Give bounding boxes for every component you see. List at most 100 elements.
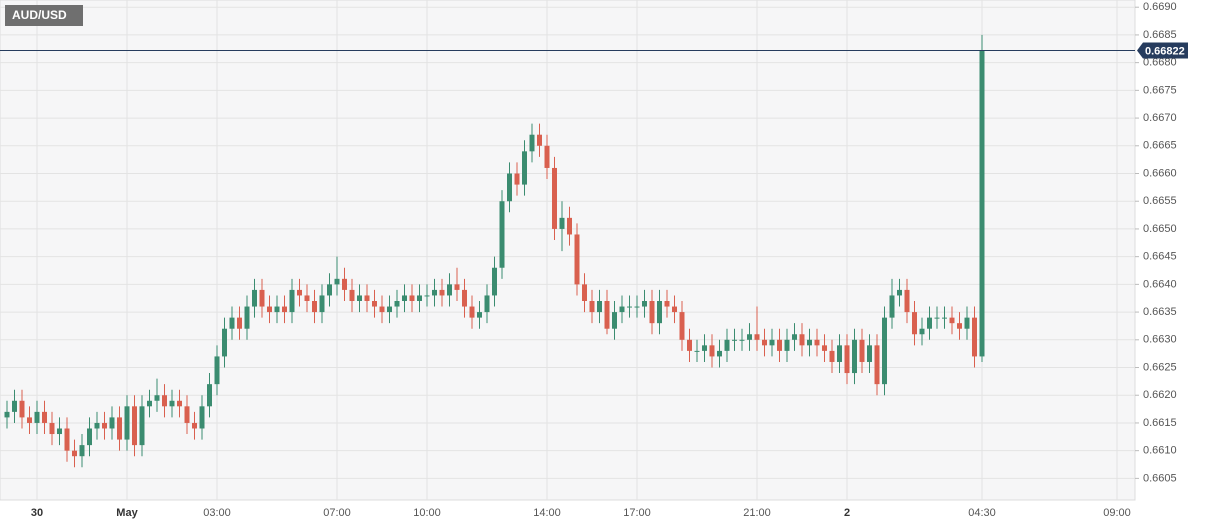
x-tick-label: 17:00 xyxy=(623,507,651,519)
candle-body xyxy=(889,295,895,318)
candle-body xyxy=(882,317,887,385)
candle-body xyxy=(417,295,422,301)
candle-body xyxy=(777,339,782,351)
candle-body xyxy=(679,312,685,340)
candle-body xyxy=(229,317,235,329)
candle-body xyxy=(184,406,190,423)
x-tick-label: 14:00 xyxy=(533,507,561,519)
candle-body xyxy=(829,350,835,362)
candle-body xyxy=(334,278,340,285)
candle-body xyxy=(867,345,872,362)
candle-body xyxy=(169,400,175,407)
candle-body xyxy=(927,317,932,329)
candle-body xyxy=(312,300,317,313)
candle-body xyxy=(409,295,415,301)
candle-body xyxy=(439,289,445,296)
candle-body xyxy=(327,284,332,296)
candle-body xyxy=(177,400,182,407)
candle-body xyxy=(859,339,865,362)
y-tick-label: 0.6635 xyxy=(1143,306,1177,318)
candle-body xyxy=(837,345,842,362)
candle-body xyxy=(529,134,535,152)
candle-body xyxy=(139,406,145,446)
candle-body xyxy=(964,317,970,329)
candle-body xyxy=(19,400,25,418)
candle-body xyxy=(807,339,812,346)
candle-body xyxy=(747,334,752,340)
candle-body xyxy=(762,339,767,346)
candle-body xyxy=(372,300,377,307)
y-tick-label: 0.6690 xyxy=(1143,1,1177,13)
candle-body xyxy=(619,306,625,313)
candle-body xyxy=(559,217,565,229)
candle-body xyxy=(852,339,857,374)
candle-body xyxy=(357,295,362,301)
candle-body xyxy=(87,428,92,446)
y-tick-label: 0.6625 xyxy=(1143,361,1177,373)
candle-body xyxy=(799,334,805,346)
candle-body xyxy=(949,317,955,324)
candle-body xyxy=(289,289,295,313)
candle-body xyxy=(64,428,70,451)
candle-body xyxy=(972,317,977,357)
candle-body xyxy=(319,295,325,313)
candle-body xyxy=(267,306,272,313)
candle-body xyxy=(387,306,392,313)
candle-body xyxy=(484,295,490,313)
candle-body xyxy=(454,284,460,290)
candle-body xyxy=(589,300,595,313)
candle-body xyxy=(274,306,280,313)
candle-body xyxy=(784,339,790,351)
candle-body xyxy=(874,345,880,385)
y-tick-label: 0.6675 xyxy=(1143,84,1177,96)
candle-body xyxy=(897,289,902,296)
candle-body xyxy=(844,345,850,374)
candle-body xyxy=(499,201,505,268)
candle-body xyxy=(522,151,527,185)
y-tick-label: 0.6650 xyxy=(1143,223,1177,235)
candle-body xyxy=(709,345,715,357)
candle-body xyxy=(27,417,32,423)
candle-body xyxy=(462,289,467,307)
candle-body xyxy=(12,400,17,412)
candle-body xyxy=(672,306,677,313)
candle-body xyxy=(739,339,745,341)
y-tick-label: 0.6610 xyxy=(1143,445,1177,457)
x-tick-label: 2 xyxy=(844,507,850,519)
candle-body xyxy=(117,417,122,440)
y-tick-label: 0.6655 xyxy=(1143,195,1177,207)
candle-body xyxy=(72,450,77,457)
x-tick-label: 30 xyxy=(31,507,43,519)
x-tick-label: May xyxy=(116,507,138,519)
candle-body xyxy=(814,339,820,346)
price-tag xyxy=(1137,42,1188,59)
candle-body xyxy=(282,306,287,313)
candle-body xyxy=(754,334,760,340)
candle-body xyxy=(304,295,310,301)
candle-body xyxy=(207,384,212,407)
candle-body xyxy=(297,289,302,296)
candle-body xyxy=(424,295,430,297)
candle-body xyxy=(244,306,250,329)
candle-body xyxy=(934,317,940,319)
candle-body xyxy=(822,345,827,351)
candle-body xyxy=(724,339,730,351)
candle-body xyxy=(642,300,647,307)
candle-body xyxy=(717,350,722,357)
candle-body xyxy=(154,395,160,401)
y-tick-label: 0.6620 xyxy=(1143,389,1177,401)
y-tick-label: 0.6685 xyxy=(1143,29,1177,41)
candle-body xyxy=(702,345,707,351)
y-tick-label: 0.6680 xyxy=(1143,57,1177,69)
x-tick-label: 10:00 xyxy=(413,507,441,519)
candle-body xyxy=(912,312,917,335)
candle-body xyxy=(102,422,107,429)
y-tick-label: 0.6665 xyxy=(1143,140,1177,152)
y-tick-label: 0.6640 xyxy=(1143,278,1177,290)
candle-body xyxy=(469,306,475,318)
candle-body xyxy=(432,289,437,296)
x-tick-label: 21:00 xyxy=(743,507,771,519)
y-tick-label: 0.6615 xyxy=(1143,417,1177,429)
candle-body xyxy=(567,217,572,235)
